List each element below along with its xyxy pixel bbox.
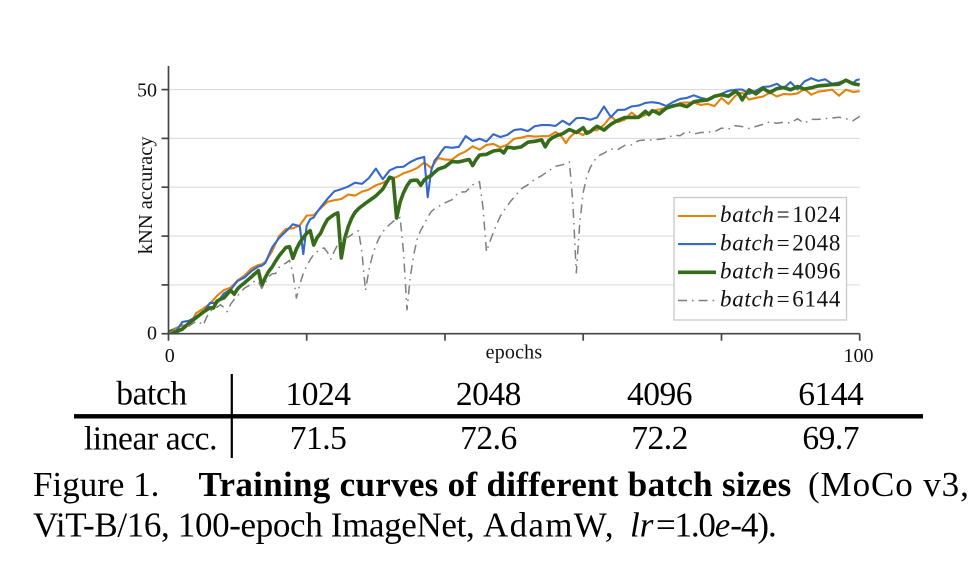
svg-text:batch=2048: batch=2048: [720, 230, 841, 255]
svg-text:linear acc.: linear acc.: [84, 420, 217, 457]
svg-text:50: 50: [137, 79, 157, 101]
svg-text:100: 100: [844, 345, 874, 367]
svg-text:71.5: 71.5: [290, 420, 347, 457]
svg-text:batch: batch: [116, 376, 187, 413]
svg-text:kNN accuracy: kNN accuracy: [135, 136, 157, 255]
svg-text:72.6: 72.6: [460, 420, 517, 457]
svg-text:epochs: epochs: [486, 341, 543, 363]
svg-text:Figure 1.Training curves of di: Figure 1. Training curves of different ba…: [33, 465, 970, 504]
svg-text:4096: 4096: [627, 376, 692, 413]
svg-text:0: 0: [147, 322, 157, 344]
svg-text:72.2: 72.2: [631, 420, 688, 457]
svg-text:69.7: 69.7: [802, 420, 859, 457]
svg-text:0: 0: [165, 345, 175, 367]
svg-text:ViT-B/16, 100-epoch ImageNet,A: ViT-B/16, 100-epoch ImageNet, AdamW, lr=1.…: [33, 506, 776, 545]
svg-text:batch=4096: batch=4096: [720, 259, 841, 284]
svg-text:1024: 1024: [286, 376, 352, 413]
svg-text:6144: 6144: [798, 376, 864, 413]
svg-text:2048: 2048: [456, 376, 521, 413]
svg-text:batch=1024: batch=1024: [720, 202, 841, 227]
svg-text:batch=6144: batch=6144: [720, 287, 841, 312]
